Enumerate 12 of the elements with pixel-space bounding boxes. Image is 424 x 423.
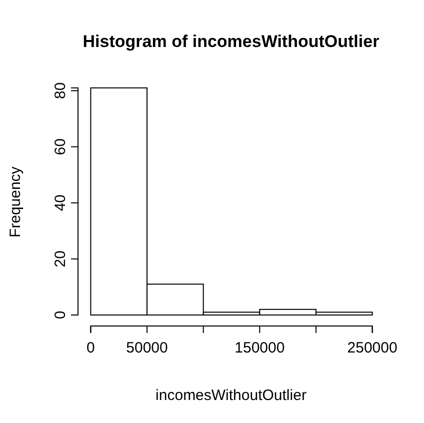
x-tick-label: 50000: [126, 340, 168, 356]
y-tick-label: 20: [52, 250, 69, 268]
y-tick-label: 60: [52, 138, 69, 156]
x-tick-label: 250000: [347, 340, 398, 356]
y-tick-label: 80: [52, 82, 69, 100]
y-tick-label: 0: [52, 310, 69, 320]
y-tick-label: 40: [52, 194, 69, 212]
chart-title: Histogram of incomesWithoutOutlier: [82, 32, 380, 51]
x-tick-label: 0: [86, 340, 95, 356]
x-tick-label: 150000: [234, 340, 285, 356]
x-axis-title: incomesWithoutOutlier: [156, 387, 306, 404]
y-axis-title: Frequency: [7, 166, 24, 238]
